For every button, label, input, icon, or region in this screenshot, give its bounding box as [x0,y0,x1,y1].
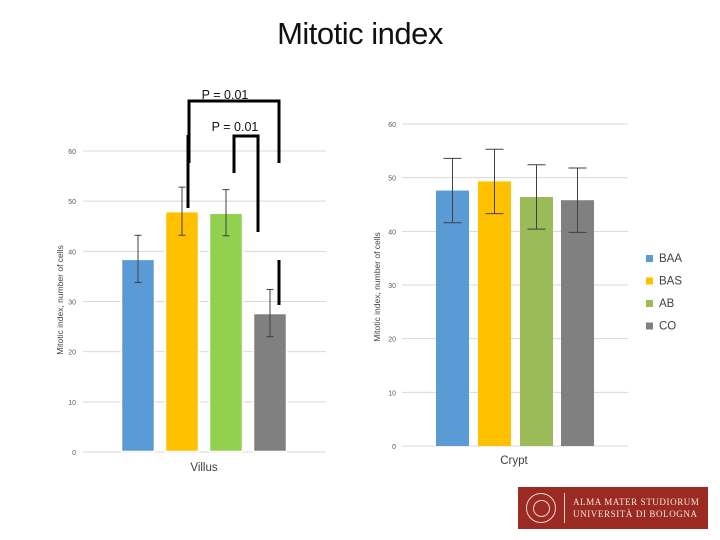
logo-line-1: ALMA MATER STUDIORUM [573,497,700,507]
legend-swatch-baa [646,255,653,262]
legend-label-bas: BAS [659,276,682,288]
y-tick-label: 60 [68,149,76,156]
y-tick-label: 40 [388,229,396,236]
y-tick-label: 20 [388,337,396,344]
villus-bars [120,210,288,453]
crypt-category-label: Crypt [500,455,528,467]
villus-category-label: Villus [190,462,218,474]
significance-bracket-outer [187,99,281,305]
bar-ab [520,196,553,446]
y-tick-label: 30 [68,300,76,307]
bar-bas [478,181,511,446]
y-tick-label: 30 [388,283,396,290]
villus-gridlines [83,150,326,453]
y-tick-label: 50 [68,199,76,206]
crypt-y-axis-label: Mitotic index, number of cells [372,232,382,342]
crypt-gridlines [402,123,628,447]
crypt-error-bars [443,148,587,233]
bar-bas [165,211,199,452]
y-tick-label: 60 [388,122,396,129]
bar-co [561,200,594,446]
legend-label-baa: BAA [659,253,682,265]
y-tick-label: 50 [388,176,396,183]
legend-label-ab: AB [659,298,675,310]
crypt-y-tick-labels: 0 10 20 30 40 50 60 [388,122,396,451]
legend-swatch-bas [646,277,653,285]
villus-y-axis-label: Mitotic index, number of cells [55,245,65,355]
y-tick-label: 40 [68,249,76,256]
y-tick-label: 0 [392,444,396,451]
crypt-bars [436,181,594,446]
villus-y-tick-labels: 0 10 20 30 40 50 60 [68,149,76,457]
university-seal-icon [526,493,556,523]
y-tick-label: 10 [388,390,396,397]
logo-divider [564,493,565,523]
logo-line-2: UNIVERSITÀ DI BOLOGNA [573,509,698,519]
y-tick-label: 20 [68,350,76,357]
legend-swatch-ab [646,300,653,307]
y-tick-label: 0 [72,450,76,457]
legend-swatch-co [646,322,653,330]
slide-title: Mitotic index [277,16,443,51]
villus-error-bars [134,186,274,338]
bar-baa [436,190,469,446]
legend-label-co: CO [659,321,676,333]
crypt-legend: BAA BAS AB CO [646,253,682,333]
significance-label-outer: P = 0.01 [202,88,249,102]
significance-label-inner: P = 0.01 [212,120,259,134]
villus-chart: 0 10 20 30 40 50 60 Mitotic index, number of c… [55,88,326,474]
logo-text: ALMA MATER STUDIORUM UNIVERSITÀ DI BOLOG… [573,496,700,520]
bar-baa [121,258,155,452]
crypt-chart: 0 10 20 30 40 50 60 Mitotic index, number of c… [372,122,682,467]
y-tick-label: 10 [68,400,76,407]
university-logo: ALMA MATER STUDIORUM UNIVERSITÀ DI BOLOG… [518,487,708,529]
bar-ab [209,212,243,452]
significance-bracket-inner [186,134,260,232]
